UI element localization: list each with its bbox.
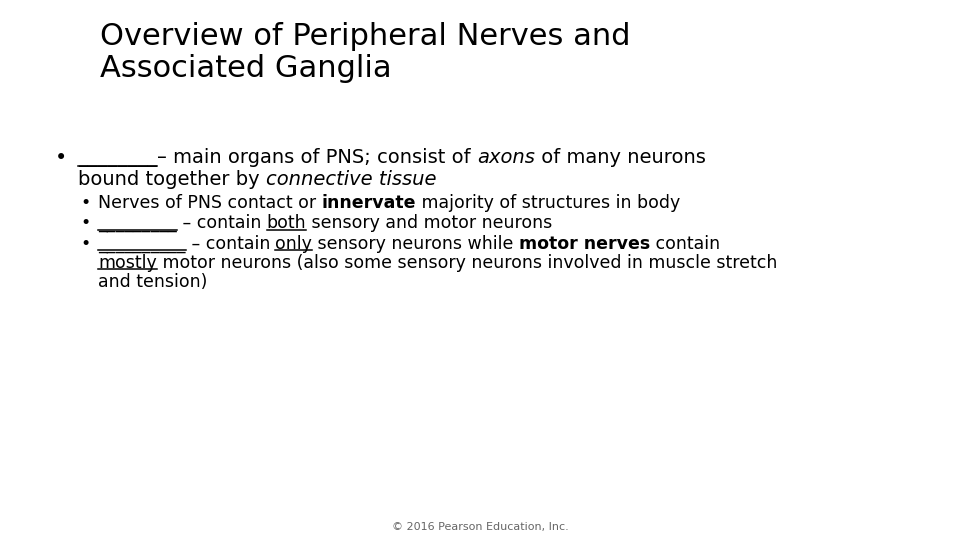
Text: © 2016 Pearson Education, Inc.: © 2016 Pearson Education, Inc. [392,522,568,532]
Text: – main organs of PNS; consist of: – main organs of PNS; consist of [157,148,477,167]
Text: Overview of Peripheral Nerves and: Overview of Peripheral Nerves and [100,22,631,51]
Text: sensory neurons while: sensory neurons while [312,235,519,253]
Text: ________: ________ [78,148,157,167]
Text: majority of structures in body: majority of structures in body [416,194,681,212]
Text: motor neurons (also some sensory neurons involved in muscle stretch: motor neurons (also some sensory neurons… [156,254,778,272]
Text: – contain: – contain [185,235,276,253]
Text: contain: contain [650,235,721,253]
Text: •: • [80,235,90,253]
Text: innervate: innervate [322,194,416,212]
Text: •: • [80,194,90,212]
Text: Associated Ganglia: Associated Ganglia [100,54,392,83]
Text: __________: __________ [98,235,185,253]
Text: axons: axons [477,148,535,167]
Text: •: • [55,148,67,168]
Text: •: • [80,214,90,232]
Text: _________: _________ [98,214,177,232]
Text: connective tissue: connective tissue [266,170,437,188]
Text: only: only [276,235,312,253]
Text: both: both [267,214,306,232]
Text: – contain: – contain [177,214,267,232]
Text: motor nerves: motor nerves [519,235,650,253]
Text: and tension): and tension) [98,273,207,291]
Text: bound together by: bound together by [78,170,266,188]
Text: Nerves of PNS contact or: Nerves of PNS contact or [98,194,322,212]
Text: sensory and motor neurons: sensory and motor neurons [306,214,553,232]
Text: mostly: mostly [98,254,156,272]
Text: of many neurons: of many neurons [535,148,706,167]
